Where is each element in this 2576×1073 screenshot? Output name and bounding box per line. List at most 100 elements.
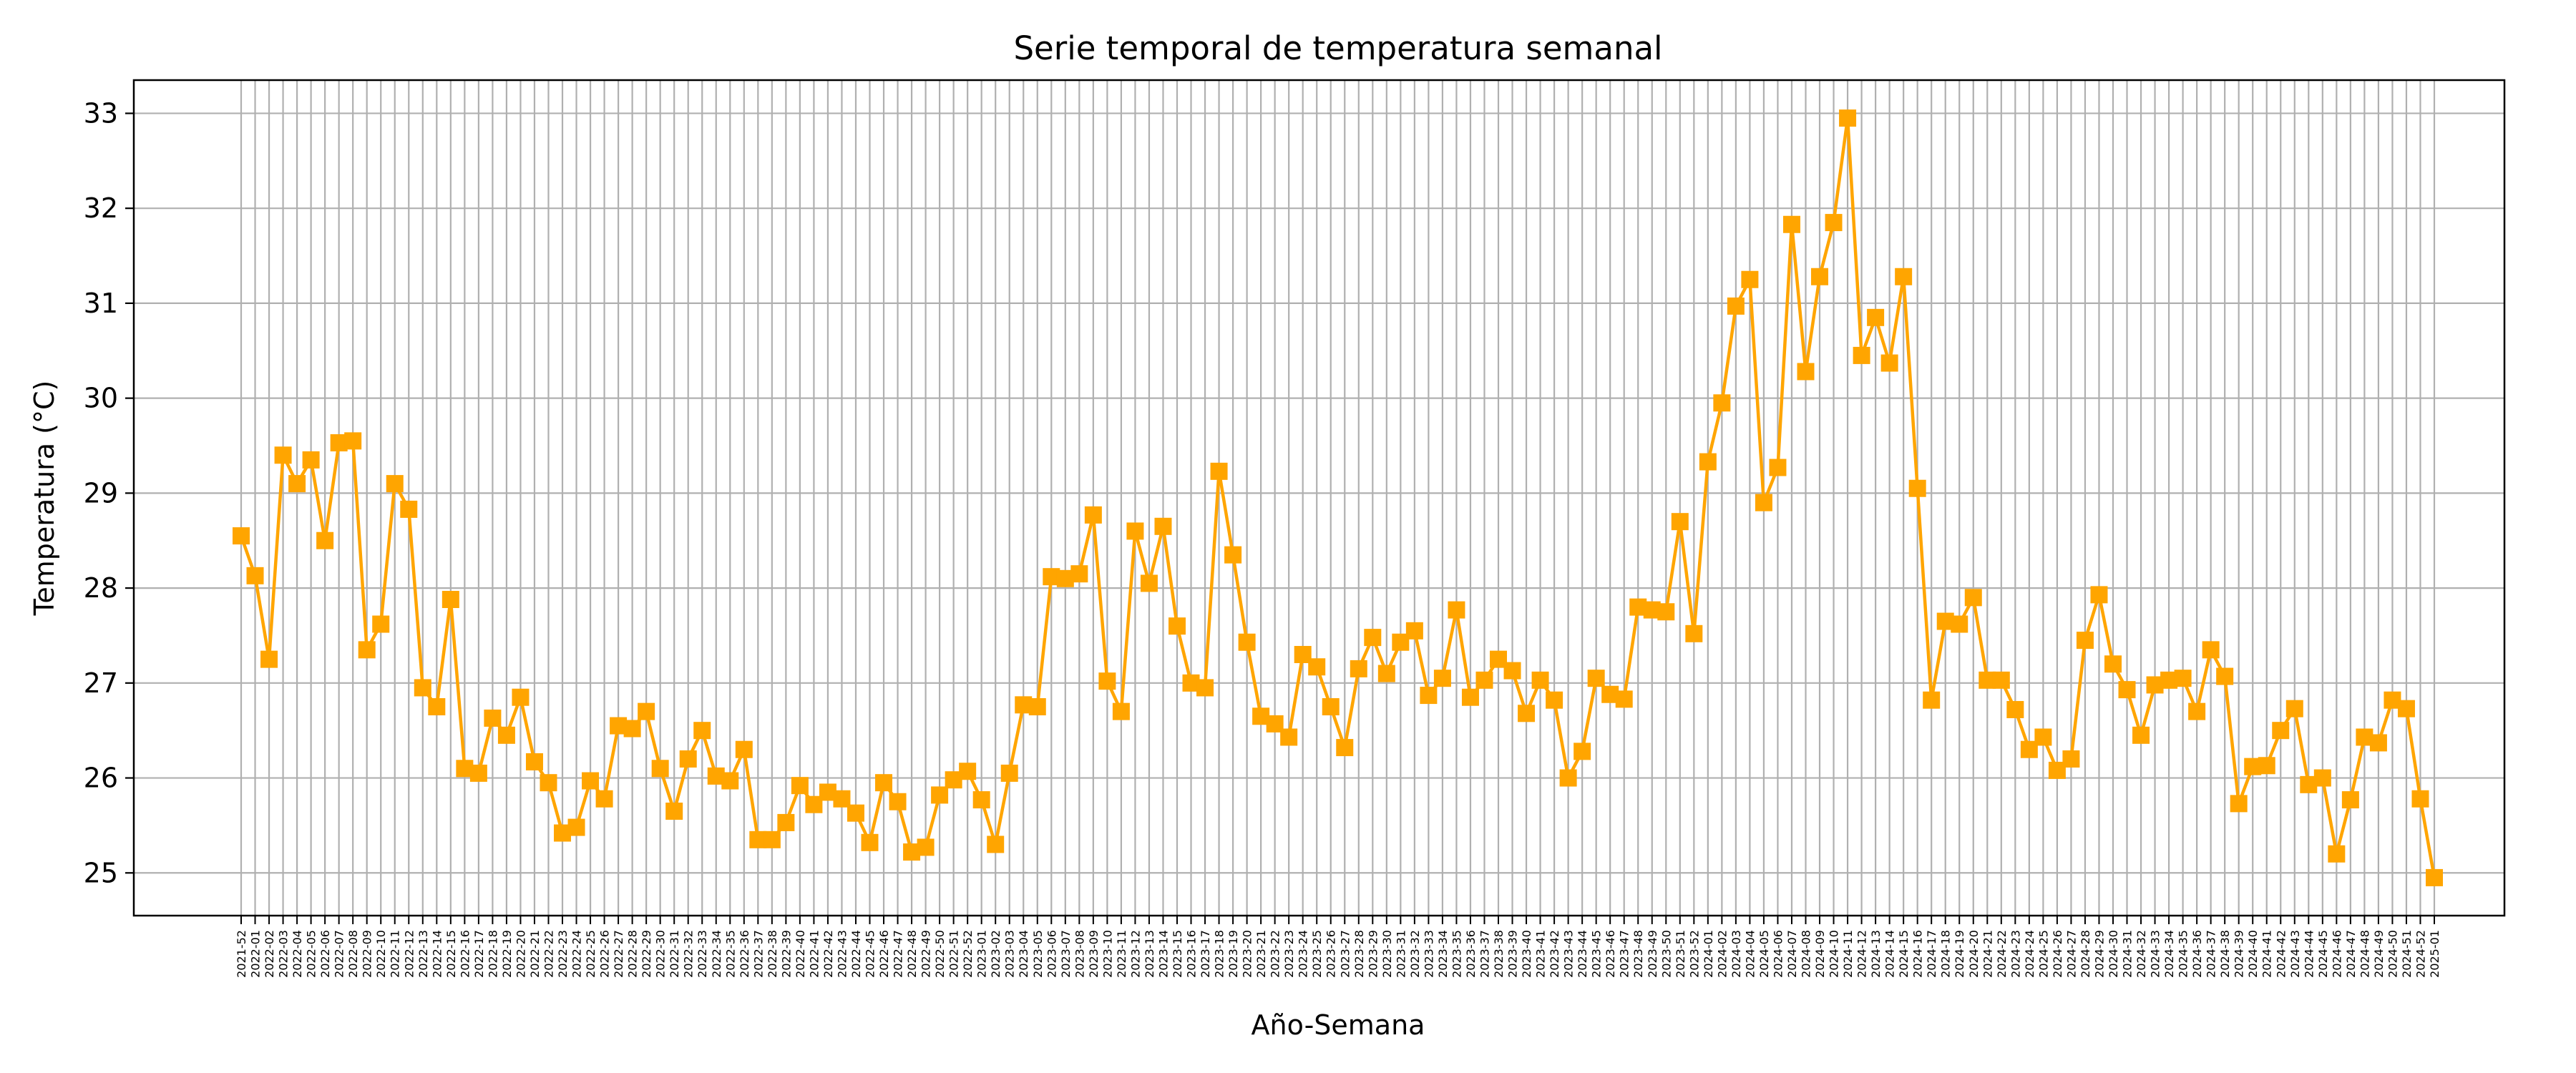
y-tick-label: 27 [84, 667, 118, 699]
data-point-marker [567, 818, 585, 836]
data-point-marker [2076, 632, 2094, 650]
x-tick-label: 2023-11 [1115, 930, 1128, 978]
data-point-marker [1657, 603, 1675, 621]
x-tick-label: 2023-06 [1045, 930, 1058, 978]
data-point-marker [959, 763, 977, 780]
data-point-marker [1503, 662, 1521, 680]
data-point-marker [1587, 670, 1605, 687]
y-tick-label: 33 [84, 97, 118, 129]
x-tick-label: 2022-41 [807, 930, 821, 978]
data-point-marker [2341, 791, 2359, 809]
x-tick-label: 2023-26 [1324, 930, 1338, 978]
x-tick-label: 2024-50 [2386, 930, 2399, 978]
chart-title: Serie temporal de temperatura semanal [1013, 29, 1662, 67]
x-tick-label: 2022-32 [682, 930, 696, 978]
x-tick-label: 2023-04 [1017, 930, 1030, 978]
x-tick-label: 2022-50 [933, 930, 947, 978]
x-tick-label: 2022-33 [696, 930, 709, 978]
data-point-marker [582, 772, 600, 790]
data-point-marker [1112, 702, 1130, 720]
data-point-marker [525, 753, 543, 770]
x-tick-label: 2023-09 [1087, 930, 1101, 978]
x-tick-label: 2025-01 [2428, 930, 2441, 978]
x-tick-label: 2024-27 [2064, 930, 2078, 978]
data-point-marker [1741, 270, 1759, 288]
data-point-marker [1336, 739, 1354, 757]
data-point-marker [1727, 297, 1745, 315]
data-point-marker [1671, 513, 1689, 531]
x-tick-label: 2024-13 [1869, 930, 1883, 978]
y-tick-label: 30 [84, 383, 118, 414]
data-point-marker [1713, 394, 1731, 412]
x-tick-label: 2023-33 [1422, 930, 1435, 978]
x-tick-label: 2022-34 [710, 930, 723, 978]
x-tick-label: 2024-25 [2036, 930, 2050, 978]
plot-frame [132, 79, 2506, 917]
x-tick-label: 2023-32 [1408, 930, 1422, 978]
x-tick-label: 2024-47 [2344, 930, 2358, 978]
data-point-marker [386, 475, 404, 493]
data-point-marker [441, 591, 459, 609]
data-point-marker [1224, 546, 1242, 564]
data-point-marker [1992, 671, 2010, 689]
x-tick-label: 2024-09 [1813, 930, 1827, 978]
data-point-marker [1923, 691, 1941, 709]
data-point-marker [665, 803, 683, 820]
y-tick-label: 32 [84, 192, 118, 224]
x-tick-label: 2022-46 [877, 930, 891, 978]
data-point-marker [1322, 698, 1340, 715]
x-tick-label: 2023-17 [1199, 930, 1212, 978]
data-point-marker [233, 527, 250, 545]
x-tick-label: 2023-42 [1548, 930, 1561, 978]
x-tick-label: 2023-51 [1674, 930, 1687, 978]
x-tick-label: 2022-37 [751, 930, 765, 978]
x-tick-label: 2023-47 [1618, 930, 1631, 978]
x-tick-label: 2022-11 [389, 930, 402, 978]
x-tick-label: 2023-13 [1143, 930, 1156, 978]
data-point-marker [1084, 506, 1102, 524]
data-point-marker [651, 760, 669, 778]
x-tick-label: 2023-52 [1687, 930, 1701, 978]
data-point-marker [735, 740, 753, 758]
data-point-marker [2411, 790, 2429, 808]
x-tick-label: 2023-10 [1101, 930, 1114, 978]
x-tick-label: 2024-30 [2107, 930, 2120, 978]
x-tick-label: 2024-22 [1995, 930, 2009, 978]
x-axis-ticks: 2021-52 2022-01 2022-02 2022-03 2022-04 2022-… [235, 916, 2441, 978]
x-tick-label: 2024-04 [1743, 930, 1757, 978]
x-tick-label: 2021-52 [235, 930, 248, 978]
data-point-marker [288, 475, 306, 493]
data-point-marker [1964, 589, 1982, 607]
data-point-marker [1168, 617, 1186, 635]
data-point-marker [679, 750, 697, 768]
data-point-marker [372, 615, 390, 633]
x-tick-label: 2023-46 [1604, 930, 1617, 978]
data-point-marker [1867, 308, 1885, 326]
data-point-marker [1574, 743, 1591, 760]
data-point-marker [875, 774, 893, 792]
data-point-marker [428, 698, 446, 715]
data-point-marker [763, 831, 781, 848]
data-point-marker [344, 432, 362, 450]
data-point-marker [889, 793, 907, 810]
x-tick-label: 2022-31 [668, 930, 681, 978]
x-tick-label: 2022-35 [723, 930, 737, 978]
x-tick-label: 2024-21 [1981, 930, 1994, 978]
data-point-marker [260, 650, 278, 668]
x-tick-label: 2022-01 [249, 930, 263, 978]
data-point-marker [987, 836, 1005, 853]
x-tick-label: 2023-23 [1282, 930, 1296, 978]
data-point-marker [2216, 667, 2234, 685]
data-point-marker [1448, 601, 1465, 619]
x-tick-label: 2024-12 [1855, 930, 1869, 978]
x-tick-label: 2024-01 [1702, 930, 1715, 978]
x-tick-label: 2023-05 [1031, 930, 1045, 978]
x-tick-label: 2022-52 [961, 930, 975, 978]
x-tick-label: 2023-14 [1156, 930, 1170, 978]
data-point-marker [2230, 795, 2248, 813]
data-point-marker [1126, 522, 1144, 540]
x-axis-label: Año-Semana [1252, 1009, 1425, 1041]
x-tick-label: 2022-48 [905, 930, 919, 978]
x-tick-label: 2023-24 [1297, 930, 1310, 978]
data-point-marker [358, 641, 376, 659]
